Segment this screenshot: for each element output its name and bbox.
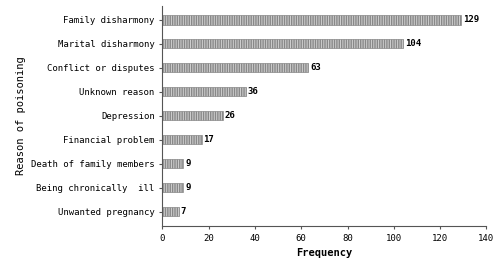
Bar <box>162 39 403 49</box>
Text: 129: 129 <box>463 16 479 25</box>
Bar <box>162 63 308 73</box>
Bar <box>162 135 202 144</box>
Text: 63: 63 <box>310 63 321 72</box>
Bar <box>162 207 178 216</box>
Text: 9: 9 <box>185 159 190 168</box>
Text: 9: 9 <box>185 183 190 192</box>
Bar <box>162 183 183 192</box>
Text: 104: 104 <box>405 39 421 48</box>
Y-axis label: Reason of poisoning: Reason of poisoning <box>16 56 26 175</box>
Text: 36: 36 <box>248 87 258 96</box>
Bar <box>162 87 246 96</box>
Text: 17: 17 <box>204 135 214 144</box>
Bar <box>162 159 183 168</box>
X-axis label: Frequency: Frequency <box>296 248 352 258</box>
Bar <box>162 111 222 120</box>
Text: 26: 26 <box>224 111 235 120</box>
Text: 7: 7 <box>180 207 186 216</box>
Bar <box>162 15 461 25</box>
